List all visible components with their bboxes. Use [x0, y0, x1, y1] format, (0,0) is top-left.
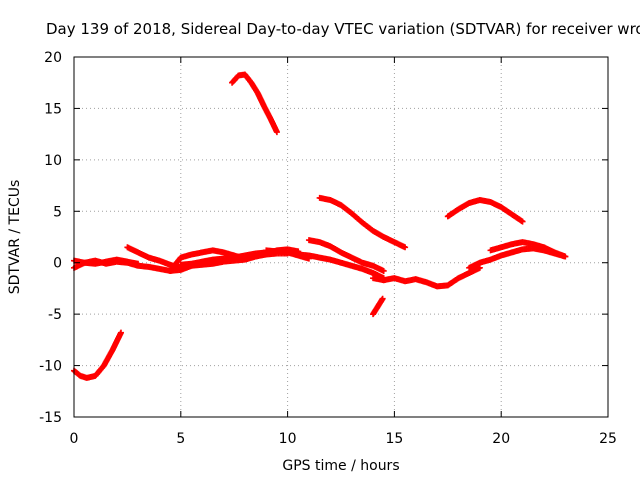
x-tick-label: 10: [279, 431, 297, 447]
y-tick-label: 20: [44, 50, 62, 66]
chart-title: Day 139 of 2018, Sidereal Day-to-day VTE…: [46, 20, 640, 38]
axes: 0 5 10 15 20 25 -15 -10 -5 0 5 10 15 20: [39, 50, 617, 447]
data-point: [117, 329, 124, 336]
grid: [74, 57, 608, 417]
series-arc-12: [370, 264, 483, 290]
x-tick-label: 20: [492, 431, 510, 447]
data-point: [562, 253, 569, 260]
series-arc-7: [229, 71, 280, 136]
data-point: [273, 129, 280, 136]
y-tick-label: 0: [53, 256, 62, 272]
data-series: [71, 71, 569, 381]
data-point: [402, 244, 409, 251]
y-tick-label: -10: [39, 359, 62, 375]
series-arc-11: [370, 295, 386, 318]
data-point: [380, 267, 387, 274]
data-point: [135, 260, 142, 267]
series-arc-15: [487, 239, 569, 260]
data-point: [519, 218, 526, 225]
y-axis-label: SDTVAR / TECUs: [7, 180, 23, 295]
x-tick-label: 5: [176, 431, 185, 447]
x-tick-label: 15: [385, 431, 403, 447]
plot-frame: [73, 56, 609, 418]
y-tick-label: 5: [53, 204, 62, 220]
series-arc-13: [444, 196, 526, 225]
series-arc-10: [316, 194, 409, 251]
x-tick-label: 25: [599, 431, 617, 447]
y-tick-label: 10: [44, 153, 62, 169]
series-arc-8: [263, 247, 387, 282]
series-arc-3: [71, 256, 142, 267]
data-point: [476, 264, 483, 271]
x-axis-label: GPS time / hours: [282, 458, 399, 474]
y-tick-label: -15: [39, 410, 62, 426]
series-arc-9: [305, 237, 387, 274]
series-arc-1: [71, 329, 124, 381]
y-tick-label: 15: [44, 101, 62, 117]
y-tick-label: -5: [48, 307, 62, 323]
data-point: [379, 295, 386, 302]
x-tick-label: 0: [70, 431, 79, 447]
